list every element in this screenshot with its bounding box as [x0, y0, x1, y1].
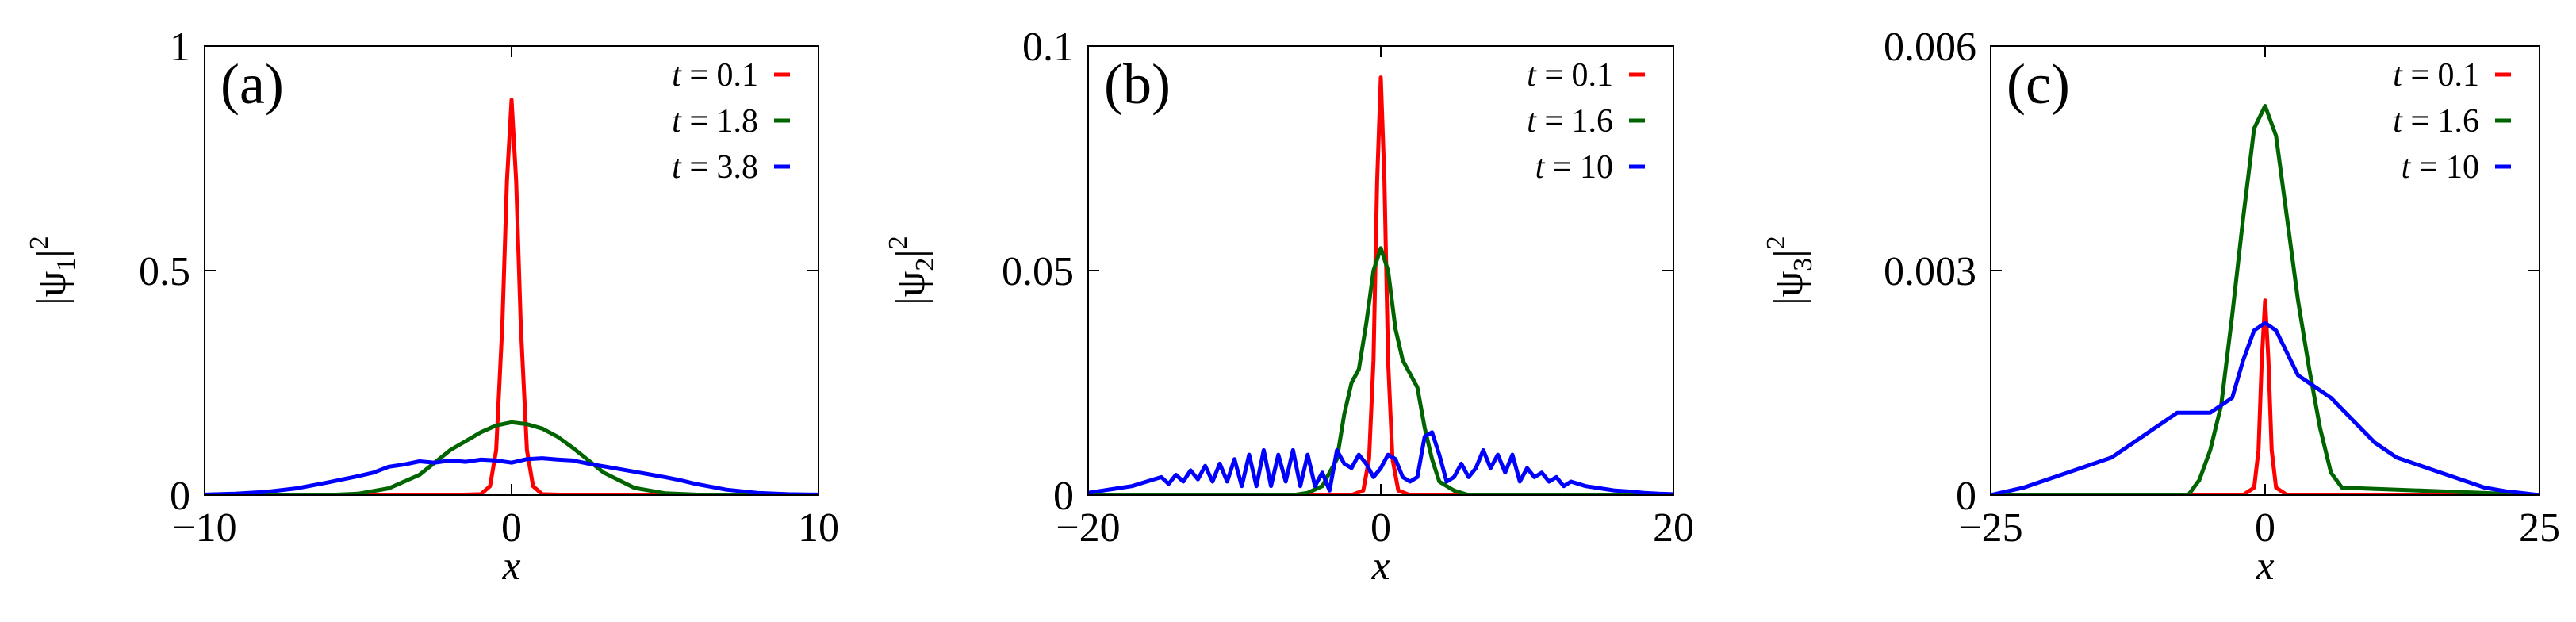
- y-axis-label: |ψ3|2: [1761, 236, 1818, 305]
- x-tick-label: −25: [1958, 505, 2022, 551]
- x-tick-label: 10: [798, 505, 839, 551]
- x-axis-label: x: [1370, 543, 1390, 589]
- legend-label: t = 0.1: [672, 57, 758, 94]
- y-tick-label: 0.006: [1884, 25, 1976, 70]
- y-tick-label: 0.05: [1002, 249, 1074, 294]
- series-line-t3-8: [205, 456, 818, 495]
- y-tick-label: 0: [1053, 474, 1074, 519]
- series-line-t0-1: [205, 98, 818, 495]
- y-tick-label: 1: [170, 25, 190, 70]
- legend-label: t = 1.6: [2393, 103, 2479, 140]
- y-tick-label: 0: [1956, 474, 1976, 519]
- y-tick-label: 0.003: [1884, 249, 1976, 294]
- plot-frame: [1087, 45, 1674, 496]
- x-axis-label: x: [2255, 543, 2274, 589]
- y-axis-label: |ψ2|2: [884, 236, 940, 305]
- legend-label: t = 10: [1535, 149, 1613, 186]
- legend-label: t = 3.8: [672, 149, 758, 186]
- x-tick-label: −20: [1056, 505, 1120, 551]
- plot-frame: [204, 45, 819, 496]
- series-line-t0-1: [1088, 75, 1673, 495]
- series-line-t0-1: [1991, 298, 2540, 495]
- legend-label: t = 0.1: [1527, 57, 1613, 94]
- y-tick-label: 0.1: [1022, 25, 1074, 70]
- panel-label: (a): [220, 52, 284, 116]
- x-tick-label: −10: [172, 505, 236, 551]
- plot-frame: [1990, 45, 2540, 496]
- x-tick-label: 20: [1653, 505, 1694, 551]
- series-line-t1-6: [1088, 246, 1673, 495]
- legend-label: t = 0.1: [2393, 57, 2479, 94]
- panel-label: (b): [1104, 52, 1171, 116]
- x-tick-label: 0: [1370, 505, 1391, 551]
- legend-label: t = 1.6: [1527, 103, 1613, 140]
- x-tick-label: 0: [2255, 505, 2275, 551]
- x-tick-label: 25: [2519, 505, 2560, 551]
- y-axis-label: |ψ1|2: [25, 236, 81, 305]
- panel-label: (c): [2007, 52, 2070, 116]
- x-tick-label: 0: [501, 505, 522, 551]
- series-line-t10: [1991, 321, 2540, 495]
- series-line-t10: [1088, 430, 1673, 495]
- legend-label: t = 1.8: [672, 103, 758, 140]
- series-line-t1-6: [1991, 104, 2540, 495]
- series-line-t1-8: [205, 420, 818, 495]
- y-tick-label: 0.5: [139, 249, 190, 294]
- y-tick-label: 0: [170, 474, 190, 519]
- x-axis-label: x: [501, 543, 520, 589]
- legend-label: t = 10: [2402, 149, 2479, 186]
